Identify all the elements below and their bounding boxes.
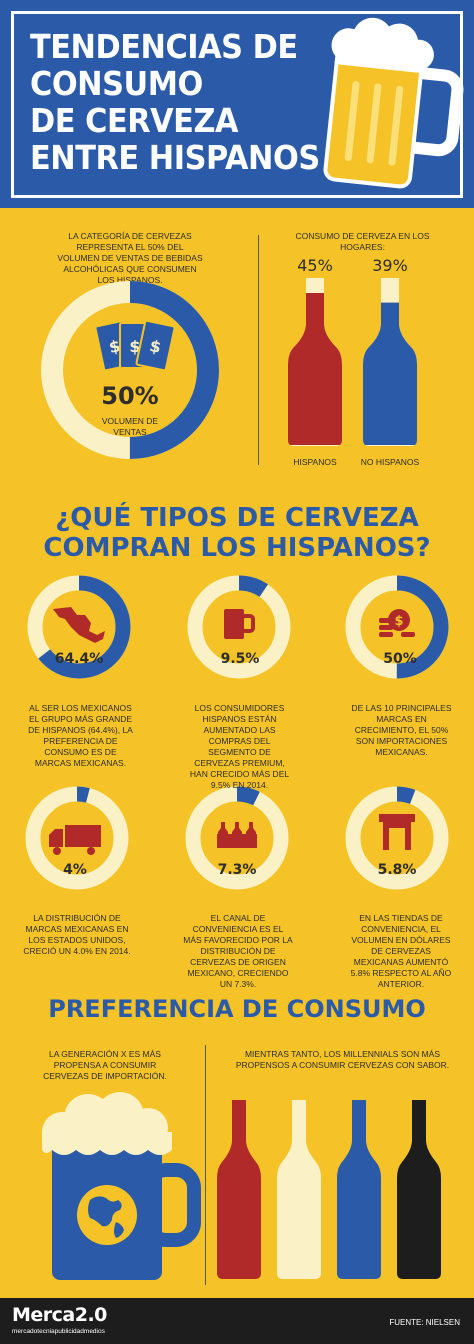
section2-heading-line-2: COMPRAN LOS HISPANOS? — [43, 533, 431, 563]
blue-bottle — [337, 1100, 381, 1279]
type-pct-4: 4% — [63, 862, 87, 878]
red-bottle — [217, 1100, 261, 1279]
svg-text:$: $ — [107, 336, 122, 357]
homes-title: CONSUMO DE CERVEZA EN LOS HOGARES: — [295, 231, 430, 252]
type-text-4: La distribución de marcas mexicanas en l… — [23, 913, 131, 956]
section2-heading: ¿QUÉ TIPOS DE CERVEZA COMPRAN LOS HISPAN… — [20, 503, 454, 563]
hispanos-bottle — [288, 278, 342, 446]
hispanos-bottle-fill — [288, 293, 342, 445]
page-title: TENDENCIAS DE CONSUMO DE CERVEZA ENTRE H… — [30, 28, 334, 176]
svg-text:$: $ — [394, 614, 403, 629]
type-pct-6: 5.8% — [377, 862, 417, 878]
type-pct-2: 9.5% — [220, 651, 260, 667]
section3-divider — [205, 1045, 206, 1285]
sales-caption: VOLUMEN DE VENTAS — [101, 416, 159, 437]
brand-logo: Merca2.0 — [12, 1304, 107, 1326]
header-banner: TENDENCIAS DE CONSUMO DE CERVEZA ENTRE H… — [0, 0, 474, 208]
footer: Merca2.0 mercadotecniapublicidadmedios F… — [0, 1298, 474, 1344]
mexico-map-icon — [53, 607, 105, 643]
sales-description: La categoría de cervezas representa el 5… — [57, 231, 203, 285]
beer-mug-icon — [224, 609, 255, 639]
title-line-1: TENDENCIAS DE — [30, 27, 298, 66]
source-credit: FUENTE: NIELSEN — [389, 1318, 460, 1327]
type-pct-3: 50% — [383, 651, 417, 667]
beer-mug-header-icon — [323, 17, 464, 189]
beer-bottles-icon — [217, 822, 257, 848]
type-text-3: De las 10 principales marcas en crecimie… — [351, 703, 452, 757]
title-line-2: CONSUMO — [30, 64, 203, 103]
store-icon — [379, 814, 415, 850]
type-text-6: En las tiendas de conveniencia, el volum… — [350, 913, 452, 989]
money-bills-icon: $ $ $ — [94, 319, 176, 372]
type-text-5: El canal de conveniencia es el más favor… — [183, 913, 293, 989]
svg-text:$: $ — [129, 337, 140, 356]
no-hispanos-bottle-fill — [363, 302, 417, 445]
sales-percentage: 50% — [101, 382, 159, 410]
type-pct-1: 64.4% — [54, 651, 104, 667]
money-coins-icon: $ — [379, 609, 415, 637]
hispanos-label: HISPANOS — [293, 457, 337, 467]
no-hispanos-percentage: 39% — [372, 256, 408, 275]
no-hispanos-label: NO HISPANOS — [360, 457, 420, 467]
type-pct-5: 7.3% — [217, 862, 257, 878]
hispanos-percentage: 45% — [297, 256, 333, 275]
delivery-truck-icon — [49, 825, 101, 855]
section3-heading: PREFERENCIA DE CONSUMO — [48, 995, 426, 1023]
globe-beer-mug-icon — [42, 1092, 201, 1280]
millennials-text: Mientras tanto, los millennials son más … — [235, 1049, 450, 1070]
genx-text: La generación X es más propensa a consum… — [43, 1049, 167, 1081]
flavored-beer-bottles — [217, 1100, 441, 1279]
brand-subtitle: mercadotecniapublicidadmedios — [12, 1328, 105, 1335]
section1-divider — [258, 235, 259, 465]
title-line-3: DE CERVEZA — [30, 101, 239, 140]
black-bottle — [397, 1100, 441, 1279]
svg-text:$: $ — [148, 336, 163, 357]
title-line-4: ENTRE HISPANOS — [30, 138, 320, 177]
no-hispanos-bottle — [363, 278, 417, 446]
type-text-2: Los consumidores hispanos están aumentad… — [189, 703, 290, 790]
section2-heading-line-1: ¿QUÉ TIPOS DE CERVEZA — [55, 503, 419, 533]
cream-bottle — [277, 1100, 321, 1279]
type-text-1: Al ser los mexicanos el grupo más grande… — [28, 703, 133, 768]
